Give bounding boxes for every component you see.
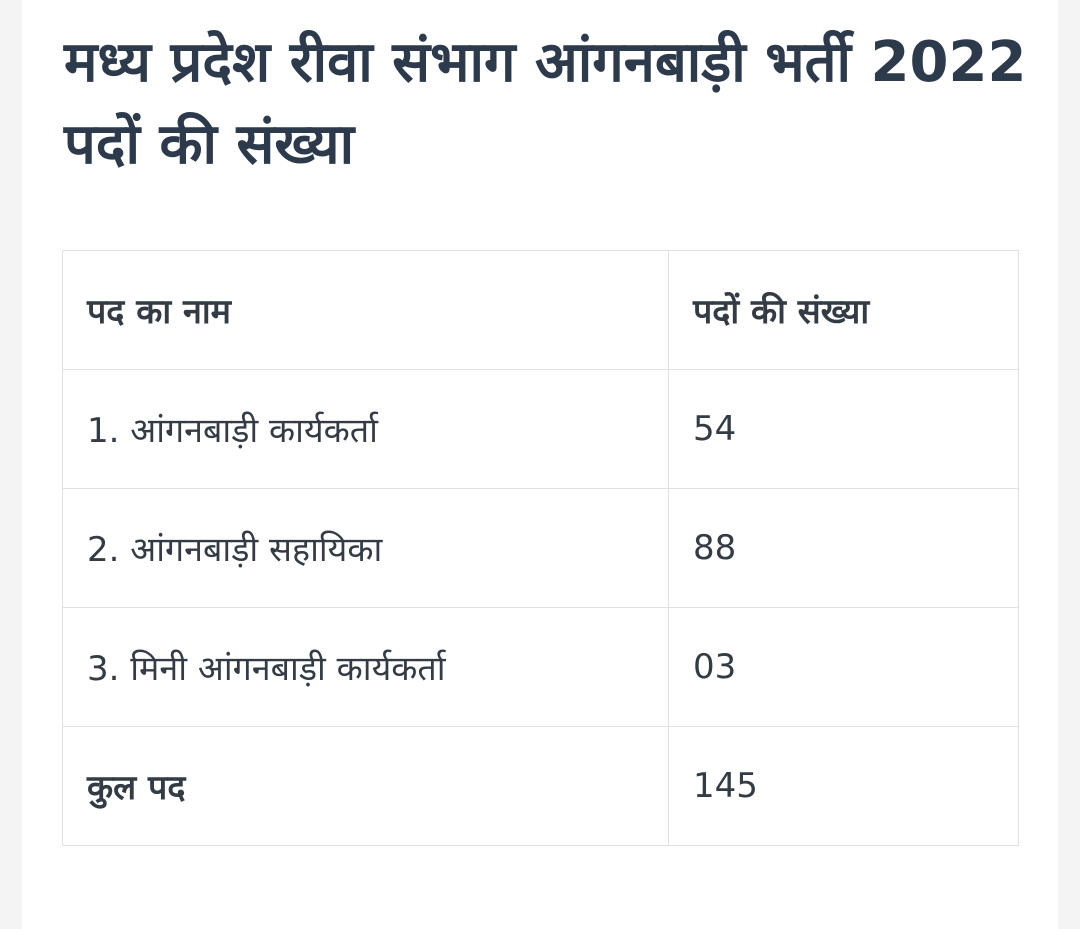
post-count-cell: 03 (668, 607, 1019, 727)
table-row: 3. मिनी आंगनबाड़ी कार्यकर्ता 03 (62, 607, 1019, 727)
header-post-name: पद का नाम (62, 250, 669, 370)
posts-table: पद का नाम पदों की संख्या 1. आंगनबाड़ी का… (62, 250, 1019, 846)
table-row: 2. आंगनबाड़ी सहायिका 88 (62, 488, 1019, 608)
article-container: मध्य प्रदेश रीवा संभाग आंगनबाड़ी भर्ती 2… (22, 0, 1058, 929)
table-row: 1. आंगनबाड़ी कार्यकर्ता 54 (62, 369, 1019, 489)
page-title: मध्य प्रदेश रीवा संभाग आंगनबाड़ी भर्ती 2… (64, 30, 1027, 177)
post-count-cell: 54 (668, 369, 1019, 489)
total-count-cell: 145 (668, 726, 1019, 846)
post-name-cell: 3. मिनी आंगनबाड़ी कार्यकर्ता (62, 607, 669, 727)
table-header-row: पद का नाम पदों की संख्या (62, 250, 1019, 370)
post-name-cell: 2. आंगनबाड़ी सहायिका (62, 488, 669, 608)
post-name-cell: 1. आंगनबाड़ी कार्यकर्ता (62, 369, 669, 489)
total-label-cell: कुल पद (62, 726, 669, 846)
post-count-cell: 88 (668, 488, 1019, 608)
header-post-count: पदों की संख्या (668, 250, 1019, 370)
table-total-row: कुल पद 145 (62, 726, 1019, 846)
